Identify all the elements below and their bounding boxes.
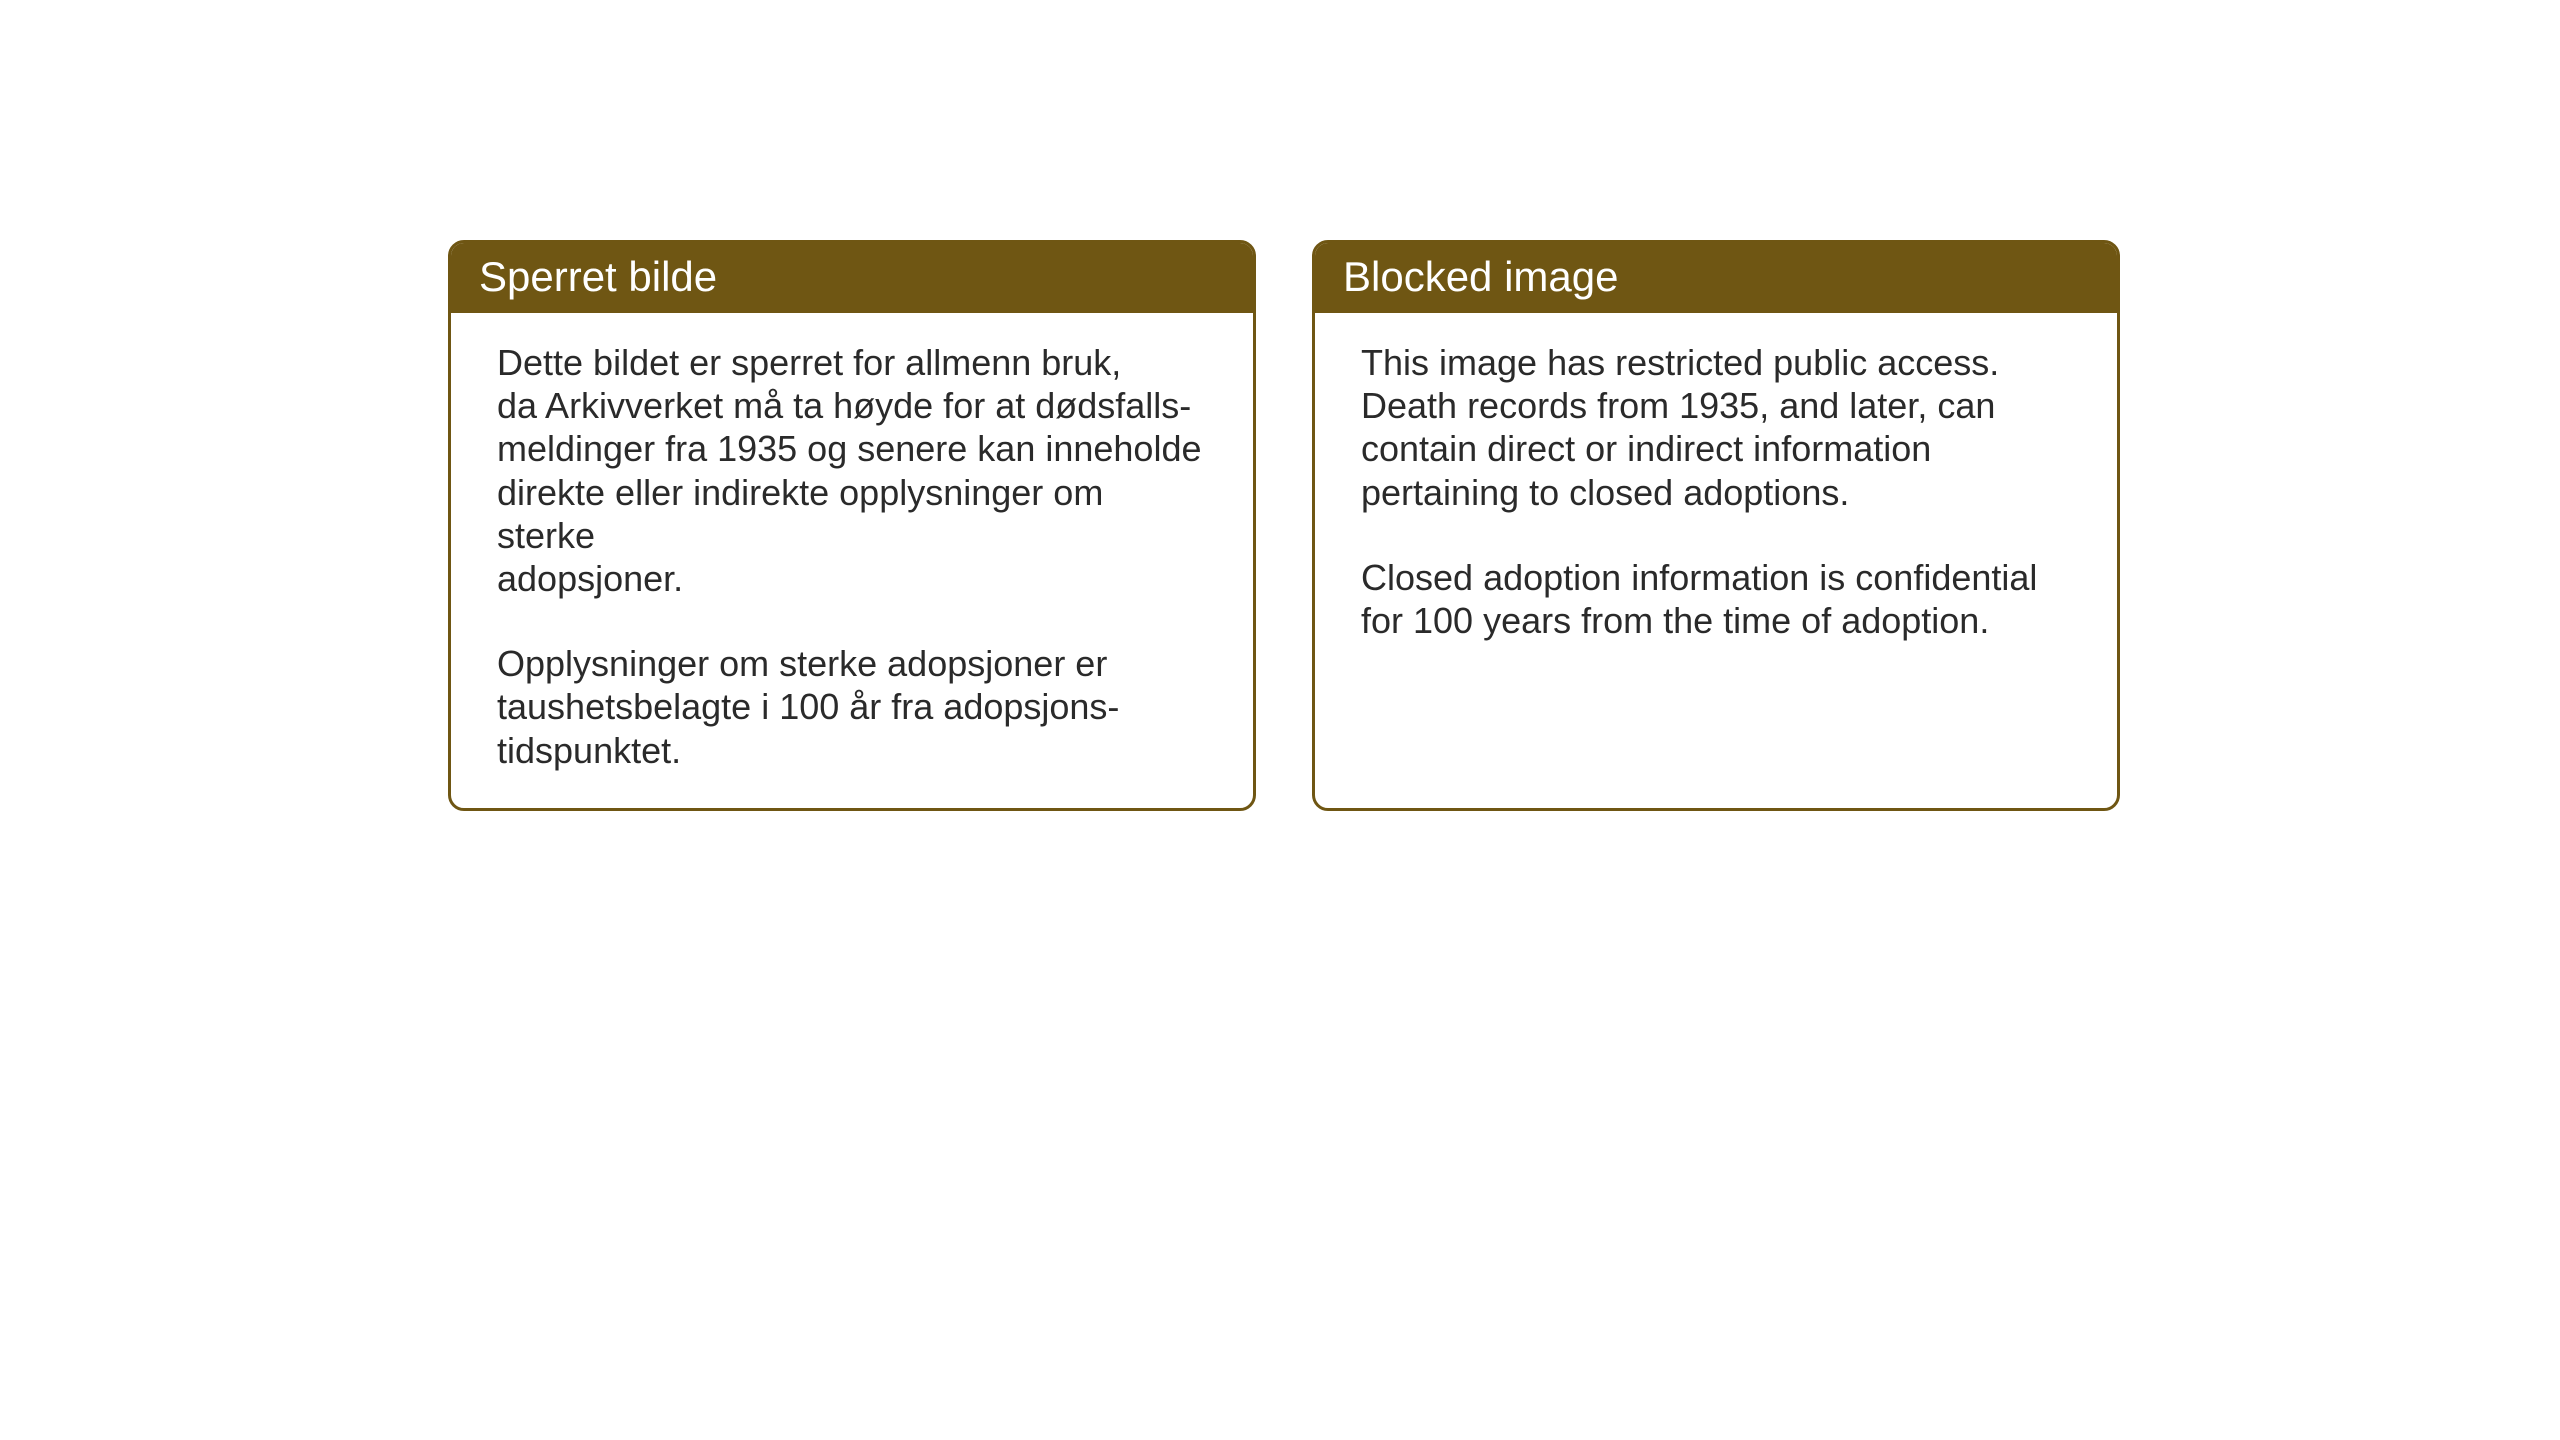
panel-body-english: This image has restricted public access.…	[1315, 313, 2117, 745]
panel-header-norwegian: Sperret bilde	[451, 243, 1253, 313]
panel-text-norwegian-2: Opplysninger om sterke adopsjoner er tau…	[497, 642, 1207, 772]
panel-text-norwegian-1: Dette bildet er sperret for allmenn bruk…	[497, 341, 1207, 600]
panel-header-english: Blocked image	[1315, 243, 2117, 313]
panel-body-norwegian: Dette bildet er sperret for allmenn bruk…	[451, 313, 1253, 808]
panels-container: Sperret bilde Dette bildet er sperret fo…	[448, 240, 2120, 811]
panel-text-english-2: Closed adoption information is confident…	[1361, 556, 2071, 642]
panel-english: Blocked image This image has restricted …	[1312, 240, 2120, 811]
panel-norwegian: Sperret bilde Dette bildet er sperret fo…	[448, 240, 1256, 811]
panel-text-english-1: This image has restricted public access.…	[1361, 341, 2071, 514]
